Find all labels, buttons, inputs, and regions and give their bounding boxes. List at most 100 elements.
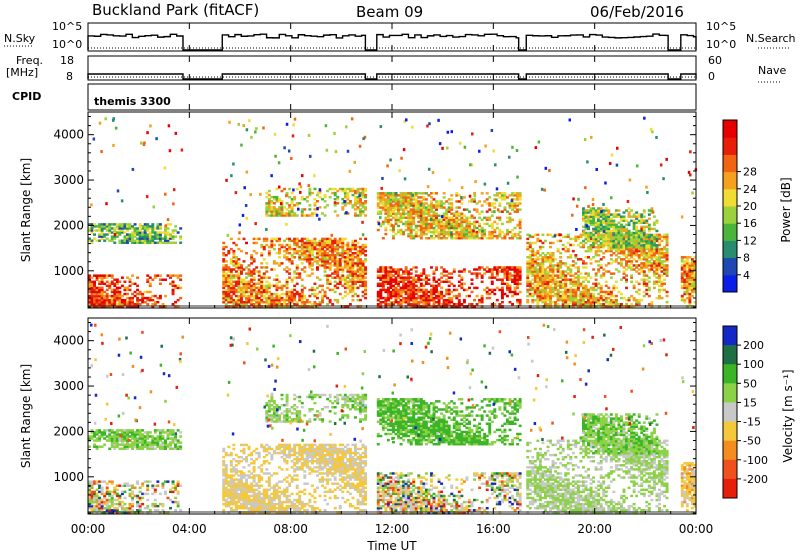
power-echo-cell <box>262 290 266 294</box>
power-echo-cell <box>599 296 603 300</box>
power-scatter-cell <box>243 186 246 190</box>
power-echo-cell <box>300 212 304 215</box>
power-echo-cell <box>508 204 512 207</box>
power-echo-cell <box>632 239 636 243</box>
power-echo-cell <box>630 219 634 222</box>
power-echo-cell <box>354 202 357 205</box>
power-echo-cell <box>323 241 327 245</box>
power-echo-cell <box>584 262 588 265</box>
power-echo-cell <box>500 222 504 226</box>
power-echo-cell <box>128 303 132 306</box>
power-echo-cell <box>597 300 601 304</box>
power-echo-cell <box>566 298 570 302</box>
power-echo-cell <box>153 303 157 306</box>
power-echo-cell <box>389 204 393 207</box>
power-echo-cell <box>343 187 347 191</box>
power-echo-cell <box>536 233 540 237</box>
power-echo-cell <box>652 254 656 257</box>
power-echo-cell <box>321 239 324 243</box>
power-echo-cell <box>148 233 152 236</box>
power-echo-cell <box>348 280 352 283</box>
power-echo-cell <box>620 233 623 237</box>
power-echo-cell <box>409 272 413 275</box>
power-echo-cell <box>427 204 431 207</box>
power-echo-cell <box>640 246 644 249</box>
power-echo-cell <box>658 254 661 257</box>
power-echo-cell <box>627 237 631 241</box>
power-echo-cell <box>328 243 332 247</box>
power-echo-cell <box>614 249 618 253</box>
power-echo-cell <box>614 209 618 212</box>
power-echo-cell <box>280 208 284 211</box>
power-echo-cell <box>361 189 365 193</box>
power-echo-cell <box>386 214 390 217</box>
power-echo-cell <box>93 225 96 228</box>
power-echo-cell <box>660 251 664 255</box>
power-echo-cell <box>232 292 236 296</box>
power-echo-cell <box>546 266 550 269</box>
power-echo-cell <box>536 249 540 253</box>
power-echo-cell <box>587 288 590 292</box>
power-echo-cell <box>90 303 94 306</box>
power-echo-cell <box>399 294 403 298</box>
power-echo-cell <box>323 243 327 247</box>
power-echo-cell <box>384 266 388 269</box>
power-echo-cell <box>437 224 441 228</box>
power-echo-cell <box>222 286 226 290</box>
power-echo-cell <box>680 260 684 263</box>
power-echo-cell <box>227 284 231 288</box>
power-echo-cell <box>663 272 666 275</box>
power-echo-cell <box>93 296 96 300</box>
power-echo-cell <box>290 200 294 203</box>
power-echo-cell <box>392 206 395 209</box>
power-echo-cell <box>300 268 304 271</box>
power-echo-cell <box>351 270 355 273</box>
power-echo-cell <box>602 221 606 225</box>
power-echo-cell <box>468 200 471 203</box>
power-echo-cell <box>250 256 254 259</box>
power-echo-cell <box>445 208 449 211</box>
power-echo-cell <box>384 206 388 209</box>
power-echo-cell <box>435 290 438 294</box>
power-echo-cell <box>658 280 661 283</box>
power-echo-cell <box>533 266 537 269</box>
power-echo-cell <box>693 262 697 265</box>
power-echo-cell <box>650 262 654 265</box>
power-echo-cell <box>493 303 497 306</box>
power-echo-cell <box>599 286 603 290</box>
power-echo-cell <box>333 280 337 283</box>
power-echo-cell <box>402 272 406 275</box>
power-echo-cell <box>328 195 332 199</box>
power-echo-cell <box>455 222 459 226</box>
power-echo-cell <box>437 220 441 224</box>
power-echo-cell <box>95 292 99 296</box>
power-echo-cell <box>424 300 428 304</box>
power-echo-cell <box>364 260 368 263</box>
power-echo-cell <box>310 292 314 296</box>
power-echo-cell <box>576 298 580 302</box>
power-scatter-cell <box>105 202 108 206</box>
power-echo-cell <box>642 229 646 233</box>
power-echo-cell <box>635 233 639 237</box>
power-echo-cell <box>609 258 613 261</box>
power-echo-cell <box>247 286 251 290</box>
power-echo-cell <box>354 274 357 277</box>
power-echo-cell <box>227 282 231 286</box>
power-echo-cell <box>511 236 514 240</box>
power-echo-cell <box>275 296 279 300</box>
power-echo-cell <box>151 239 155 242</box>
power-echo-cell <box>419 222 423 226</box>
power-echo-cell <box>359 266 362 269</box>
power-echo-cell <box>597 227 601 231</box>
power-echo-cell <box>452 212 456 215</box>
power-echo-cell <box>602 219 606 222</box>
power-echo-cell <box>359 276 362 279</box>
power-echo-cell <box>417 208 421 211</box>
power-echo-cell <box>397 200 400 203</box>
power-echo-cell <box>650 244 654 247</box>
power-echo-cell <box>592 292 596 296</box>
power-echo-cell <box>589 239 593 243</box>
power-echo-cell <box>635 303 639 306</box>
power-echo-cell <box>607 290 611 294</box>
power-echo-cell <box>424 228 428 232</box>
